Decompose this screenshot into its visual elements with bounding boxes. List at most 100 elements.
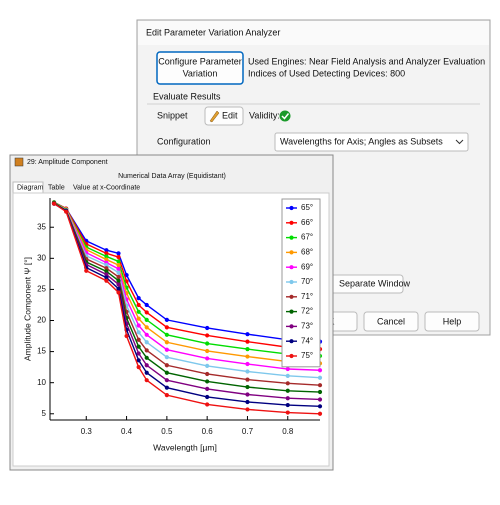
used-engines: Used Engines: Near Field Analysis and An… bbox=[248, 56, 485, 66]
cancel-button-label: Cancel bbox=[377, 316, 405, 326]
legend-label: 68° bbox=[301, 248, 313, 257]
data-point bbox=[116, 263, 121, 268]
data-point bbox=[205, 333, 210, 338]
window-subtitle: Numerical Data Array (Equidistant) bbox=[118, 173, 226, 180]
configuration-dropdown[interactable] bbox=[274, 132, 469, 152]
help-button[interactable] bbox=[424, 311, 480, 332]
data-point bbox=[205, 386, 210, 392]
check-mark bbox=[281, 113, 290, 120]
data-point bbox=[136, 323, 141, 328]
data-point bbox=[136, 316, 141, 321]
data-point bbox=[136, 309, 141, 314]
tab[interactable]: Table bbox=[48, 184, 65, 191]
y-tick-label: 5 bbox=[42, 409, 47, 418]
data-point bbox=[116, 274, 121, 280]
data-point bbox=[144, 348, 149, 353]
data-point bbox=[116, 251, 121, 256]
legend-label: 75° bbox=[301, 351, 313, 360]
y-tick-label: 10 bbox=[37, 378, 46, 387]
data-point bbox=[205, 371, 210, 377]
data-point bbox=[104, 251, 109, 256]
data-point bbox=[116, 282, 121, 287]
cancel-button[interactable] bbox=[363, 311, 419, 332]
data-point bbox=[104, 275, 109, 280]
edit-button-label: Edit bbox=[222, 110, 238, 120]
data-point bbox=[164, 393, 169, 398]
legend-marker bbox=[289, 324, 294, 329]
data-point bbox=[116, 290, 121, 295]
data-point bbox=[144, 332, 149, 337]
data-point bbox=[205, 379, 210, 384]
data-point bbox=[144, 317, 149, 322]
legend-label: 72° bbox=[301, 307, 313, 316]
data-point bbox=[164, 385, 169, 390]
data-point bbox=[116, 266, 121, 271]
data-point bbox=[205, 363, 210, 368]
window-title: 29: Amplitude Component bbox=[27, 159, 108, 166]
x-tick-label: 0.4 bbox=[121, 427, 133, 436]
x-tick-label: 0.7 bbox=[242, 427, 254, 436]
x-tick-label: 0.3 bbox=[81, 427, 93, 436]
tab[interactable]: Value at x-Coordinate bbox=[73, 184, 140, 191]
data-point bbox=[116, 278, 121, 283]
dialog-title: Edit Parameter Variation Analyzer bbox=[146, 27, 280, 37]
indices: Indices of Used Detecting Devices: 800 bbox=[248, 68, 405, 78]
data-point bbox=[317, 397, 323, 402]
legend-marker bbox=[289, 294, 294, 299]
legend-marker bbox=[289, 220, 294, 225]
data-point bbox=[245, 399, 250, 405]
data-point bbox=[245, 369, 250, 374]
data-point bbox=[205, 402, 210, 407]
validity-label: Validity: bbox=[249, 110, 280, 120]
data-point bbox=[164, 355, 169, 360]
legend-label: 73° bbox=[301, 322, 313, 331]
data-point bbox=[245, 384, 250, 390]
snippet-label: Snippet bbox=[157, 110, 188, 120]
data-point bbox=[136, 296, 141, 301]
data-point bbox=[205, 341, 210, 346]
data-point bbox=[104, 278, 109, 283]
data-point bbox=[136, 344, 141, 349]
legend-label: 67° bbox=[301, 233, 313, 242]
legend-box bbox=[281, 198, 321, 368]
data-point bbox=[164, 325, 169, 330]
data-point bbox=[116, 259, 121, 264]
tab[interactable]: Diagram bbox=[17, 184, 44, 191]
y-tick-label: 35 bbox=[37, 222, 46, 231]
title-bar bbox=[138, 21, 489, 45]
data-point bbox=[285, 410, 290, 415]
data-point bbox=[164, 347, 169, 352]
legend-marker bbox=[289, 353, 294, 359]
data-point bbox=[104, 248, 109, 253]
data-point bbox=[144, 302, 149, 308]
data-point bbox=[104, 263, 109, 268]
edit-button[interactable] bbox=[204, 106, 244, 126]
data-point bbox=[164, 317, 169, 322]
data-point bbox=[144, 378, 149, 383]
data-point bbox=[245, 407, 250, 412]
data-point bbox=[164, 363, 169, 368]
data-point bbox=[144, 355, 149, 360]
data-point bbox=[317, 411, 323, 416]
data-point bbox=[205, 325, 210, 331]
data-point bbox=[51, 201, 57, 206]
y-tick-label: 15 bbox=[37, 347, 46, 356]
data-point bbox=[144, 363, 149, 368]
dropdown-chevron bbox=[455, 139, 464, 145]
data-point bbox=[144, 325, 149, 330]
data-point bbox=[104, 272, 109, 277]
data-point bbox=[205, 356, 210, 361]
data-point bbox=[116, 270, 121, 275]
data-point bbox=[64, 209, 69, 214]
y-axis-label: Amplitude Component Ψ [°] bbox=[22, 257, 32, 361]
data-point bbox=[136, 351, 141, 356]
configure-button[interactable] bbox=[156, 51, 244, 85]
data-point bbox=[245, 332, 250, 337]
configure-button-label: Variation bbox=[183, 68, 218, 78]
data-point bbox=[104, 269, 109, 274]
data-point bbox=[136, 302, 141, 308]
legend-marker bbox=[289, 279, 294, 285]
data-point bbox=[136, 358, 141, 363]
